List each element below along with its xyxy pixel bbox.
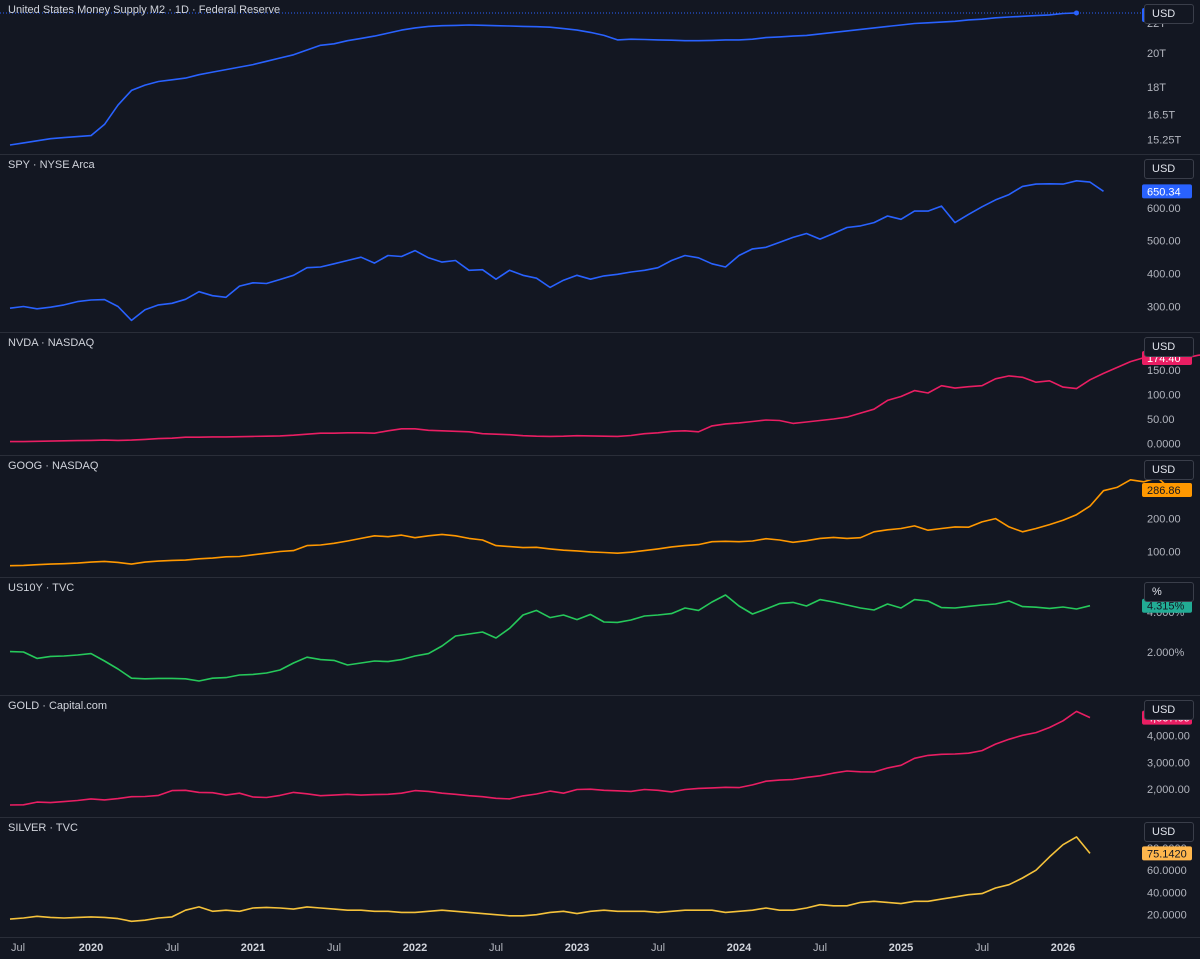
y-tick-label: 200.00	[1147, 514, 1181, 526]
pane-goog[interactable]: 100.00 200.00 286.86 GOOG · NASDAQ USD	[0, 456, 1200, 578]
pane-title[interactable]: SILVER · TVC	[8, 822, 78, 834]
pane-title[interactable]: NVDA · NASDAQ	[8, 337, 95, 349]
time-axis[interactable]: Jul 2020 Jul 2021 Jul 2022 Jul 2023 Jul 2024 Jul 20…	[0, 938, 1200, 959]
pane-title[interactable]: SPY · NYSE Arca	[8, 159, 95, 171]
currency-unit-button[interactable]: USD	[1144, 4, 1194, 24]
y-tick-label: 100.00	[1147, 390, 1181, 402]
x-tick-year: 2021	[240, 942, 266, 954]
series-line-goog[interactable]	[9, 476, 1172, 567]
pane-spy-plot: 300.00 400.00 500.00 600.00 650.34	[9, 180, 1192, 322]
x-tick-month: Jul	[488, 942, 504, 954]
y-tick-label: 18T	[1147, 82, 1166, 94]
last-point-marker	[1074, 10, 1079, 16]
x-tick-year: 2022	[402, 942, 428, 954]
series-line-m2[interactable]	[9, 12, 1077, 146]
last-value-label: 75.1420	[1147, 848, 1187, 860]
last-value-badge	[1142, 846, 1192, 861]
x-tick-month: Jul	[10, 942, 26, 954]
last-value-label: 4.315%	[1147, 601, 1185, 613]
currency-unit-button[interactable]: USD	[1144, 822, 1194, 842]
y-tick-label: 50.00	[1147, 414, 1175, 426]
pane-us10y-plot: 2.000%4.000%4.315%	[9, 594, 1192, 682]
y-tick-label: 150.00	[1147, 365, 1181, 377]
y-tick-label: 500.00	[1147, 236, 1181, 248]
pane-title[interactable]: GOOG · NASDAQ	[8, 460, 99, 472]
currency-unit-button[interactable]: USD	[1144, 337, 1194, 357]
currency-unit-button[interactable]: %	[1144, 582, 1194, 602]
series-line-nvda[interactable]	[10, 351, 1200, 443]
y-tick-label: 20T	[1147, 48, 1166, 60]
y-tick-label: 40.0000	[1147, 887, 1187, 899]
currency-unit-button[interactable]: USD	[1144, 700, 1194, 720]
y-tick-label: 600.00	[1147, 203, 1181, 215]
y-tick-label: 400.00	[1147, 269, 1181, 281]
pane-title[interactable]: US10Y · TVC	[8, 582, 75, 594]
pane-silver[interactable]: 20.000040.000060.000080.000075.1420SILVE…	[0, 818, 1200, 938]
x-tick-month: Jul	[326, 942, 342, 954]
series-line-us10y[interactable]	[9, 594, 1091, 682]
x-tick-month: Jul	[164, 942, 180, 954]
last-value-label: 650.34	[1147, 186, 1181, 198]
last-value-badge	[1142, 598, 1192, 613]
pane-title[interactable]: United States Money Supply M2 · 1D · Fed…	[8, 4, 281, 16]
y-tick-label: 16.5T	[1147, 110, 1175, 122]
x-tick-year: 2025	[888, 942, 914, 954]
pane-goog-plot: 100.00 200.00 286.86	[9, 476, 1192, 567]
y-tick-label: 300.00	[1147, 302, 1181, 314]
series-line-spy[interactable]	[9, 180, 1104, 322]
pane-nvda[interactable]: 0.0000 50.00 100.00 150.00 174.40 NVDA · NASD…	[0, 333, 1200, 456]
x-tick-month: Jul	[650, 942, 666, 954]
y-tick-label: 0.0000	[1147, 439, 1181, 451]
currency-unit-button[interactable]: USD	[1144, 460, 1194, 480]
y-tick-label: 60.0000	[1147, 865, 1187, 877]
y-tick-label: 2.000%	[1147, 647, 1185, 659]
x-tick-year: 2023	[564, 942, 590, 954]
x-tick-year: 2026	[1050, 942, 1076, 954]
x-tick-month: Jul	[974, 942, 990, 954]
last-value-label: 286.86	[1147, 485, 1181, 497]
y-tick-label: 4,000.00	[1147, 731, 1190, 743]
x-tick-year: 2024	[726, 942, 752, 954]
pane-title[interactable]: GOLD · Capital.com	[8, 700, 108, 712]
x-tick-month: Jul	[812, 942, 828, 954]
y-tick-label: 100.00	[1147, 547, 1181, 559]
currency-unit-button[interactable]: USD	[1144, 159, 1194, 179]
last-value-badge	[1142, 184, 1192, 199]
y-tick-label: 2,000.00	[1147, 784, 1190, 796]
series-line-silver[interactable]	[9, 836, 1091, 923]
y-tick-label: 20.0000	[1147, 910, 1187, 922]
y-tick-label: 3,000.00	[1147, 757, 1190, 769]
y-tick-label: 15.25T	[1147, 135, 1182, 147]
pane-gold[interactable]: 2,000.003,000.004,000.004,667.09GOLD · C…	[0, 696, 1200, 818]
x-tick-year: 2020	[78, 942, 104, 954]
pane-spy[interactable]: 300.00 400.00 500.00 600.00 650.34 SPY · NYSE…	[0, 155, 1200, 333]
pane-gold-plot: 2,000.003,000.004,000.004,667.09	[9, 710, 1192, 806]
pane-us10y[interactable]: 2.000% 4.000% 4.315% US10Y · TVC%	[0, 578, 1200, 696]
last-value-badge	[1142, 483, 1192, 498]
series-line-gold[interactable]	[9, 710, 1091, 806]
